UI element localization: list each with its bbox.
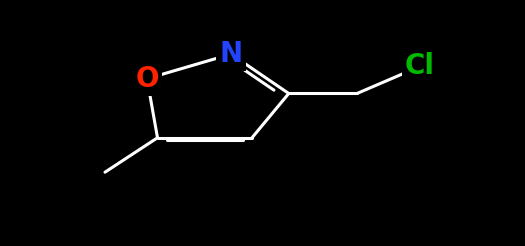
Text: O: O xyxy=(135,65,159,93)
Text: N: N xyxy=(219,40,243,68)
Text: Cl: Cl xyxy=(405,52,435,80)
